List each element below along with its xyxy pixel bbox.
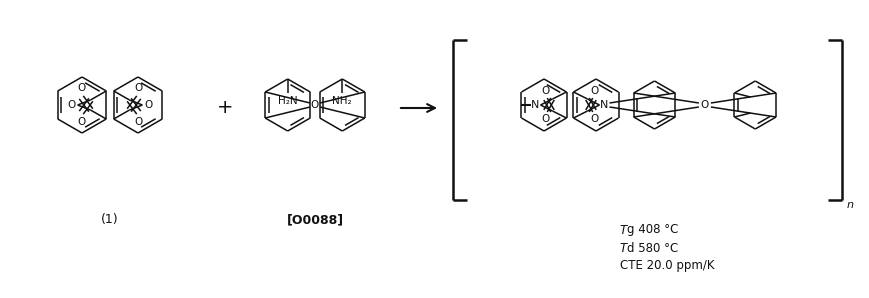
Text: O: O: [700, 100, 708, 110]
Text: CTE 20.0 ppm/K: CTE 20.0 ppm/K: [620, 258, 713, 271]
Text: O: O: [135, 83, 143, 93]
Text: N: N: [600, 100, 608, 110]
Text: N: N: [531, 100, 539, 110]
Text: O: O: [541, 86, 549, 96]
Text: O: O: [310, 100, 319, 110]
Text: T: T: [620, 224, 627, 237]
Text: d 580 °C: d 580 °C: [627, 241, 678, 254]
Text: +: +: [216, 99, 233, 117]
Text: O: O: [77, 83, 85, 93]
Text: T: T: [620, 241, 627, 254]
Text: O: O: [135, 117, 143, 127]
Text: O: O: [68, 100, 76, 110]
Text: O: O: [77, 117, 85, 127]
Text: n: n: [846, 200, 852, 210]
Text: O: O: [590, 114, 598, 124]
Text: [O0088]: [O0088]: [286, 213, 343, 226]
Text: g 408 °C: g 408 °C: [627, 224, 678, 237]
Text: NH₂: NH₂: [332, 96, 352, 106]
Text: O: O: [541, 114, 549, 124]
Text: H₂N: H₂N: [277, 96, 297, 106]
Text: (1): (1): [101, 213, 119, 226]
Text: O: O: [590, 86, 598, 96]
Text: O: O: [144, 100, 152, 110]
